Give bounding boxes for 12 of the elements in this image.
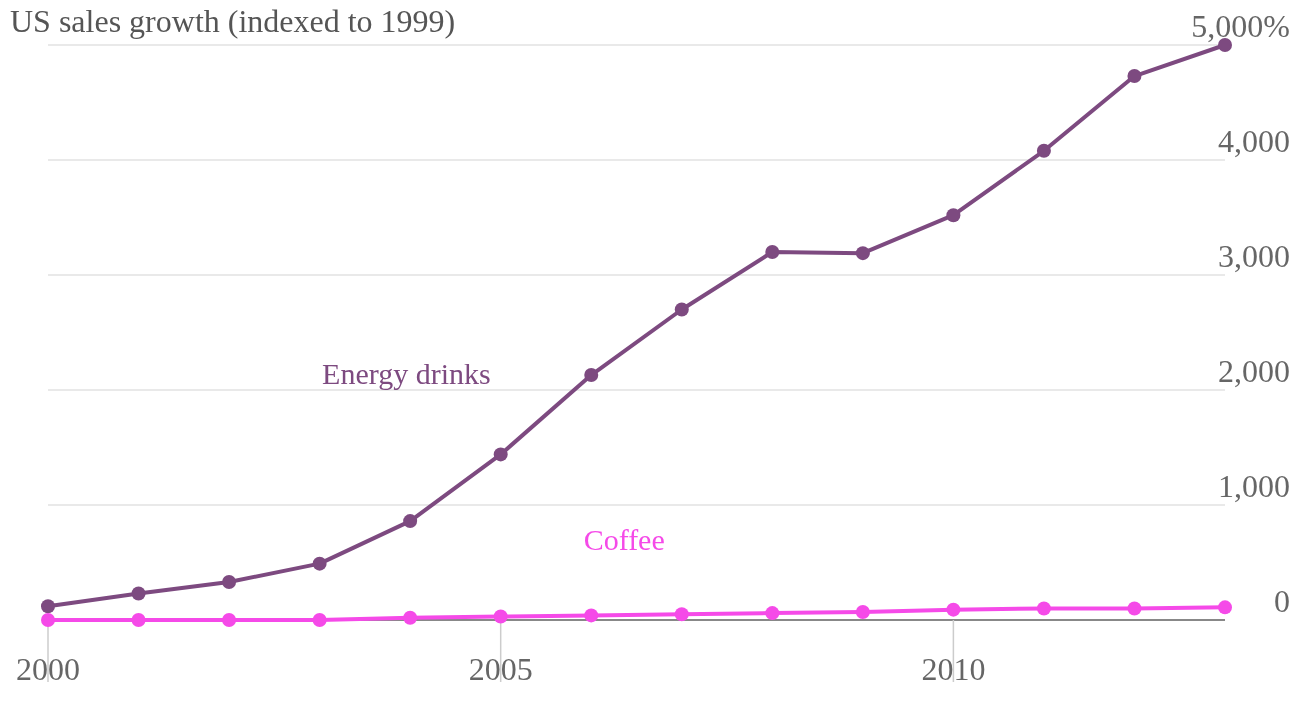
y-tick-label: 0 bbox=[1274, 583, 1290, 619]
series-label: Energy drinks bbox=[322, 357, 491, 391]
chart-title: US sales growth (indexed to 1999) bbox=[10, 3, 456, 39]
series-label: Coffee bbox=[583, 523, 665, 557]
y-tick-label: 5,000% bbox=[1191, 8, 1290, 44]
y-tick-label: 2,000 bbox=[1218, 353, 1290, 389]
y-tick-label: 3,000 bbox=[1218, 238, 1290, 274]
x-tick-label: 2005 bbox=[468, 651, 533, 687]
x-tick-label: 2000 bbox=[16, 651, 80, 687]
y-tick-label: 4,000 bbox=[1218, 123, 1290, 159]
x-tick-label: 2010 bbox=[921, 651, 986, 687]
y-tick-label: 1,000 bbox=[1218, 468, 1290, 504]
